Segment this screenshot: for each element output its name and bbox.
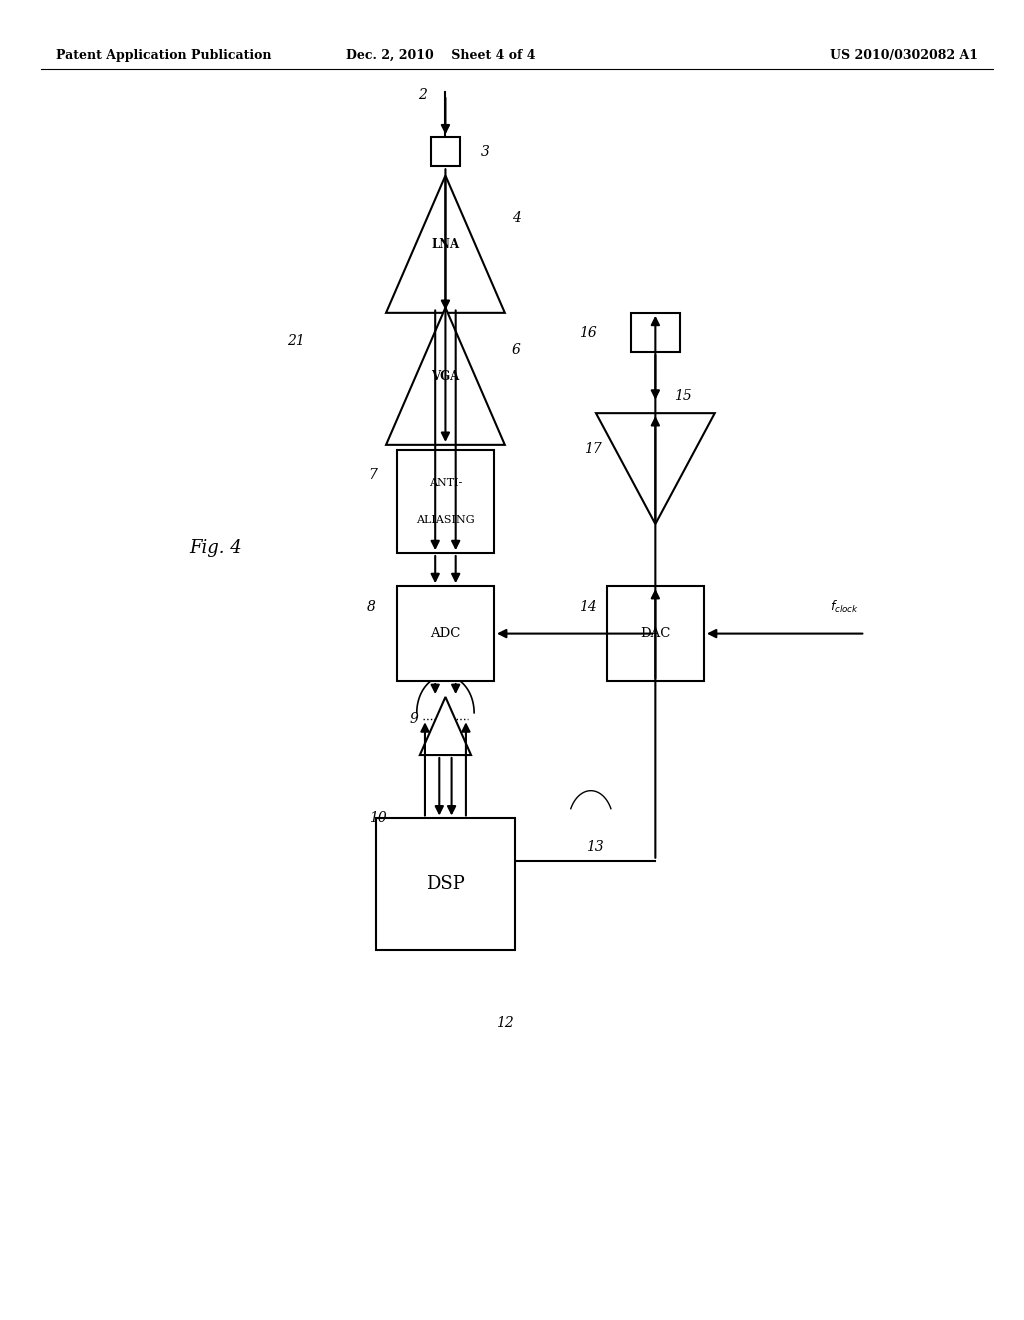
Text: 15: 15 [674,389,691,403]
Text: LNA: LNA [431,238,460,251]
Polygon shape [386,176,505,313]
Text: 9: 9 [410,713,419,726]
Text: 4: 4 [512,211,521,224]
Text: 14: 14 [579,601,596,614]
Text: 17: 17 [584,442,601,455]
Text: 16: 16 [579,326,596,339]
Polygon shape [420,697,471,755]
Text: 6: 6 [512,343,521,356]
Text: Dec. 2, 2010    Sheet 4 of 4: Dec. 2, 2010 Sheet 4 of 4 [345,49,536,62]
Text: Patent Application Publication: Patent Application Publication [56,49,271,62]
Text: $f_{clock}$: $f_{clock}$ [621,599,649,615]
Bar [397,450,495,553]
Text: 10: 10 [369,812,386,825]
Bar [397,586,495,681]
Text: ALIASING: ALIASING [416,515,475,525]
Text: Fig. 4: Fig. 4 [189,539,243,557]
Text: ADC: ADC [430,627,461,640]
Bar [377,818,514,950]
Text: DSP: DSP [426,875,465,894]
Text: 12: 12 [496,1016,513,1030]
Text: US 2010/0302082 A1: US 2010/0302082 A1 [829,49,978,62]
Text: DAC: DAC [640,627,671,640]
Polygon shape [386,308,505,445]
Text: 7: 7 [369,469,378,482]
Bar [431,137,460,166]
Text: 21: 21 [287,334,304,347]
Bar [606,586,705,681]
Text: VGA: VGA [431,370,460,383]
Text: 2: 2 [418,88,427,102]
Text: ANTI-: ANTI- [429,478,462,488]
Polygon shape [596,413,715,524]
Text: 8: 8 [367,601,376,614]
Text: 13: 13 [586,841,603,854]
Bar [631,313,680,352]
Text: $f_{clock}$: $f_{clock}$ [830,599,859,615]
Text: 3: 3 [481,145,490,158]
